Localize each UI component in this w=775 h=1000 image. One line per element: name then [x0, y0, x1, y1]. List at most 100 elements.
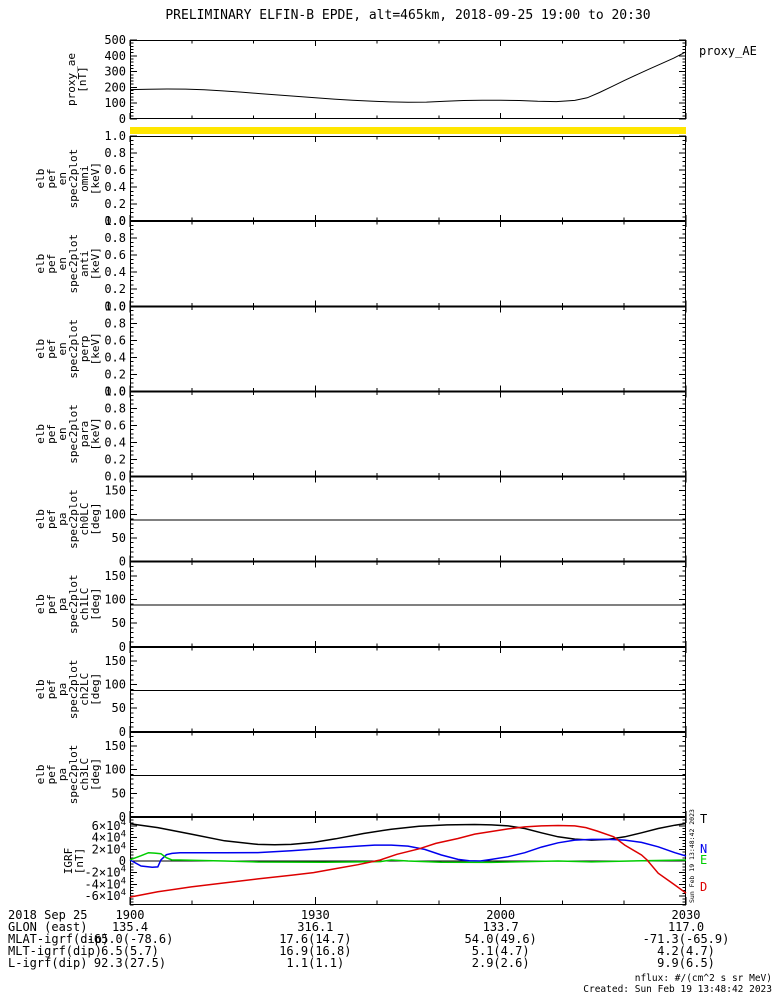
ephemeris-value: -71.3(-65.9)	[642, 932, 730, 946]
ylabel-line: pef	[45, 594, 58, 614]
y-tick-label: 2×104	[92, 841, 126, 856]
igrf-E-line	[129, 851, 687, 864]
y-tick-label: 150	[104, 654, 126, 668]
proxy_ae-proxy_AE-line	[129, 51, 687, 103]
ylabel-line: anti	[78, 250, 91, 277]
ylabel-line: [deg]	[89, 588, 102, 621]
ylabel-line: [deg]	[89, 673, 102, 706]
panel-elb_pef_pa_spec2plot_ch1LC-border	[130, 561, 686, 647]
y-tick-label: 50	[112, 616, 126, 630]
proxy-ae-right-label: proxy_AE	[699, 44, 757, 58]
ephemeris-value: 117.0	[667, 920, 705, 934]
y-tick-label: 100	[104, 763, 126, 777]
ylabel-line: spec2plot	[67, 404, 80, 464]
y-tick-label: 1.0	[104, 384, 126, 398]
ylabel-line: [nT]	[76, 66, 89, 93]
y-tick-label: 0.6	[104, 418, 126, 432]
ephemeris-value: 92.3(27.5)	[93, 956, 167, 970]
ylabel-line: pef	[45, 169, 58, 189]
ylabel-line: pa	[56, 512, 69, 525]
y-tick-label: -2×104	[84, 865, 126, 880]
ylabel-line: spec2plot	[67, 745, 80, 805]
y-tick-label: 0.4	[104, 435, 126, 449]
ylabel-line: elb	[34, 509, 47, 529]
ylabel-line: ch0LC	[78, 503, 91, 536]
y-tick-label: 1.0	[104, 299, 126, 313]
ephemeris-row: MLT-igrf(dip) 6.5(5.7) 16.9(16.8) 5.1(4.7) 4…	[0, 945, 775, 957]
ephemeris-value: 1930	[300, 908, 330, 922]
ephemeris-value: 133.7	[482, 920, 519, 934]
y-tick-label: 100	[104, 592, 126, 606]
ephemeris-value: 4.2(4.7)	[657, 944, 715, 958]
ylabel-line: ch1LC	[78, 588, 91, 621]
ylabel-line: ch3LC	[78, 758, 91, 791]
y-tick-label: 0.8	[104, 401, 126, 415]
ephemeris-row: GLON (east) 135.4 316.1 133.7 117.0	[0, 921, 775, 933]
ephemeris-value: 2000	[486, 908, 516, 922]
ylabel-line: en	[56, 257, 69, 270]
ephemeris-value: 1.1(1.1)	[286, 956, 345, 970]
y-tick-label: 100	[104, 507, 126, 521]
panel-elb_pef_en_spec2plot_omni-border	[130, 136, 686, 222]
y-tick-label: 4×104	[92, 830, 126, 845]
ylabel-line: [deg]	[89, 758, 102, 791]
ylabel-line: pef	[45, 765, 58, 785]
ylabel-line: spec2plot	[67, 319, 80, 379]
ylabel-line: spec2plot	[67, 234, 80, 294]
igrf-E-label: E	[700, 853, 708, 867]
ylabel-line: spec2plot	[67, 574, 80, 634]
ephemeris-row: 2018 Sep 25 1900 1930 2000 2030	[0, 909, 775, 921]
ephemeris-value: 2.9(2.6)	[471, 956, 530, 970]
ylabel-line: elb	[34, 424, 47, 444]
ylabel-line: pef	[45, 509, 58, 529]
ylabel-line: pef	[45, 679, 58, 699]
ephemeris-row: MLAT-igrf(dip) -65.0(-78.6) 17.6(14.7) 54.0…	[0, 933, 775, 945]
y-tick-label: 0.2	[104, 282, 126, 296]
y-tick-label: 0	[119, 725, 126, 739]
y-tick-label: 0	[119, 112, 126, 126]
y-tick-label: 100	[104, 96, 126, 110]
y-tick-label: 150	[104, 569, 126, 583]
y-tick-label: 0.6	[104, 333, 126, 347]
ylabel-line: pa	[56, 683, 69, 696]
ephemeris-row-label: MLAT-igrf(dip)	[8, 932, 110, 946]
y-tick-label: 0.0	[104, 214, 126, 228]
y-tick-label: 1.0	[104, 129, 126, 143]
y-tick-label: 0.2	[104, 452, 126, 466]
data-lines-group	[129, 51, 687, 898]
axis-labels-group: 0100200300400500proxy_ae[nT]0.00.20.40.6…	[34, 33, 126, 903]
ylabel-line: [deg]	[89, 503, 102, 536]
ephemeris-value: 16.9(16.8)	[279, 944, 352, 958]
igrf-N-line	[129, 838, 687, 869]
y-tick-label: 50	[112, 701, 126, 715]
y-tick-label: 150	[104, 484, 126, 498]
ylabel-line: ch2LC	[78, 673, 91, 706]
footer-units: nflux: #/(cm^2 s sr MeV)	[634, 973, 772, 984]
ylabel-line: en	[56, 427, 69, 440]
y-tick-label: 0.0	[104, 470, 126, 484]
panel-elb_pef_pa_spec2plot_ch2LC-border	[130, 646, 686, 732]
ylabel-line: spec2plot	[67, 660, 80, 720]
ephemeris-row: L-igrf(dip) 92.3(27.5) 1.1(1.1) 2.9(2.6) 9.9…	[0, 957, 775, 969]
y-tick-label: 50	[112, 531, 126, 545]
ylabel-line: perp	[78, 336, 91, 363]
ylabel-line: pa	[56, 768, 69, 781]
ephemeris-value: 316.1	[297, 920, 334, 934]
y-tick-label: -4×104	[84, 876, 126, 891]
ylabel-line: [keV]	[89, 332, 102, 365]
y-tick-label: 300	[104, 65, 126, 79]
ylabel-line: elb	[34, 679, 47, 699]
y-tick-label: 0.2	[104, 367, 126, 381]
footer-created: Created: Sun Feb 19 13:48:42 2023	[583, 984, 772, 995]
ylabel-line: pef	[45, 254, 58, 274]
y-tick-label: 0	[119, 555, 126, 569]
igrf-D-label: D	[700, 880, 708, 894]
ephemeris-value: 6.5(5.7)	[101, 944, 159, 958]
igrf-T-label: T	[700, 812, 708, 826]
y-tick-label: 0.8	[104, 231, 126, 245]
y-tick-label: 0.2	[104, 197, 126, 211]
ephemeris-value: 2030	[671, 908, 701, 922]
ylabel-line: spec2plot	[67, 489, 80, 549]
footer: nflux: #/(cm^2 s sr MeV) Created: Sun Fe…	[583, 973, 772, 995]
